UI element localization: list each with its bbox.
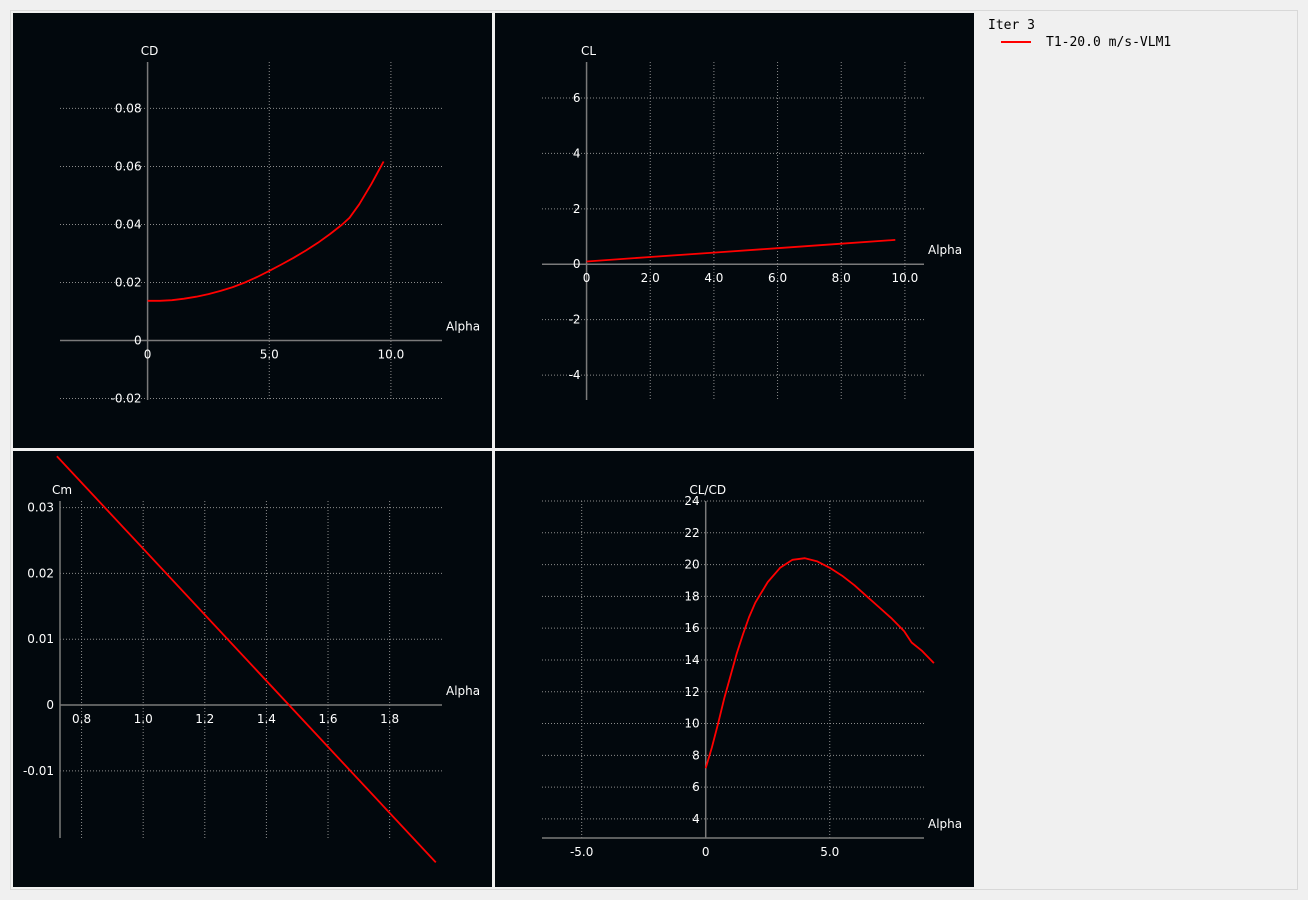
cd-xtick-label-2: 10.0 xyxy=(378,348,405,362)
cm-xtick-label-3: 1.4 xyxy=(257,712,276,726)
cl-ytick-label-5: 6 xyxy=(573,91,581,105)
clcd-ytick-label-1: 6 xyxy=(692,780,700,794)
cd-y-axis-label: CD xyxy=(141,44,159,58)
cd-plot-canvas[interactable]: 0 5.0 10.0 -0.02 0 0.02 0.04 0.06 0.08 CD Alpha xyxy=(13,13,492,448)
cm-grid xyxy=(60,501,442,838)
clcd-ytick-label-10: 24 xyxy=(684,494,699,508)
cm-xtick-label-4: 1.6 xyxy=(318,712,337,726)
clcd-xtick-label-1: 0 xyxy=(702,845,710,859)
clcd-ytick-label-7: 18 xyxy=(684,589,699,603)
cd-vs-alpha-plot[interactable]: 0 5.0 10.0 -0.02 0 0.02 0.04 0.06 0.08 CD Alpha xyxy=(13,13,492,448)
legend-entry[interactable]: T1-20.0 m/s-VLM1 xyxy=(988,34,1171,50)
cm-ytick-label-1: 0 xyxy=(46,698,54,712)
legend: Iter 3 T1-20.0 m/s-VLM1 xyxy=(988,18,1171,50)
clcd-x-axis-label: Alpha xyxy=(928,817,962,831)
cm-vs-alpha-plot[interactable]: 0.8 1.0 1.2 1.4 1.6 1.8 -0.01 0 0.01 0.02 0.03 Cm Al… xyxy=(13,451,492,887)
cd-grid xyxy=(60,62,442,400)
cl-xtick-label-2: 4.0 xyxy=(704,271,723,285)
clcd-ytick-label-4: 12 xyxy=(684,685,699,699)
cd-ytick-label-4: 0.06 xyxy=(115,159,142,173)
clcd-ytick-label-0: 4 xyxy=(692,812,700,826)
clcd-xtick-label-2: 5.0 xyxy=(820,845,839,859)
cd-xtick-label-0: 0 xyxy=(144,348,152,362)
clcd-ytick-label-6: 16 xyxy=(684,621,699,635)
cm-ytick-label-0: -0.01 xyxy=(23,764,54,778)
cd-ytick-label-2: 0.02 xyxy=(115,275,142,289)
cl-vs-alpha-plot[interactable]: 0 2.0 4.0 6.0 8.0 10.0 -4 -2 0 2 4 6 CL Alpha xyxy=(495,13,974,448)
cm-ytick-label-3: 0.02 xyxy=(27,566,54,580)
cm-xtick-label-0: 0.8 xyxy=(72,712,91,726)
cl-plot-canvas[interactable]: 0 2.0 4.0 6.0 8.0 10.0 -4 -2 0 2 4 6 CL Alpha xyxy=(495,13,974,448)
cl-xtick-label-5: 10.0 xyxy=(892,271,919,285)
cm-xtick-label-2: 1.2 xyxy=(195,712,214,726)
cm-x-axis-label: Alpha xyxy=(446,684,480,698)
cl-xtick-label-1: 2.0 xyxy=(641,271,660,285)
cd-xtick-label-1: 5.0 xyxy=(260,348,279,362)
cm-series-line-0[interactable] xyxy=(56,455,437,864)
cm-ytick-label-4: 0.03 xyxy=(27,501,54,515)
clcd-ytick-label-9: 22 xyxy=(684,526,699,540)
clcd-ytick-label-2: 8 xyxy=(692,748,700,762)
cl-series-line-0[interactable] xyxy=(586,239,896,263)
cm-xtick-label-1: 1.0 xyxy=(134,712,153,726)
clcd-y-axis-label: CL/CD xyxy=(689,483,726,497)
cd-ytick-label-1: 0 xyxy=(134,334,142,348)
cl-ytick-label-4: 4 xyxy=(573,146,581,160)
legend-entry-label: T1-20.0 m/s-VLM1 xyxy=(1046,34,1172,50)
cl-xtick-label-4: 8.0 xyxy=(832,271,851,285)
cd-ytick-label-5: 0.08 xyxy=(115,101,142,115)
cm-ytick-label-2: 0.01 xyxy=(27,632,54,646)
cl-grid xyxy=(542,62,924,400)
cl-x-axis-label: Alpha xyxy=(928,243,962,257)
cm-plot-canvas[interactable]: 0.8 1.0 1.2 1.4 1.6 1.8 -0.01 0 0.01 0.02 0.03 Cm Al… xyxy=(13,451,492,887)
cl-ytick-label-3: 2 xyxy=(573,202,581,216)
cd-x-axis-label: Alpha xyxy=(446,320,480,334)
cl-ytick-label-1: -2 xyxy=(569,313,581,327)
cl-y-axis-label: CL xyxy=(581,44,596,58)
cl-ytick-label-0: -4 xyxy=(569,368,581,382)
cm-xtick-label-5: 1.8 xyxy=(380,712,399,726)
clcd-xtick-label-0: -5.0 xyxy=(570,845,593,859)
cl-xtick-label-3: 6.0 xyxy=(768,271,787,285)
clcd-vs-alpha-plot[interactable]: -5.0 0 5.0 4 6 8 10 12 14 16 18 20 22 24 CL/CD Alpha xyxy=(495,451,974,887)
clcd-ytick-label-8: 20 xyxy=(684,558,699,572)
legend-title: Iter 3 xyxy=(988,18,1035,33)
cm-y-axis-label: Cm xyxy=(52,483,72,497)
clcd-series-line-0[interactable] xyxy=(704,557,935,769)
legend-line-swatch xyxy=(1001,41,1031,43)
cd-series-line-0[interactable] xyxy=(147,161,385,302)
clcd-ytick-label-5: 14 xyxy=(684,653,699,667)
cd-ytick-label-0: -0.02 xyxy=(111,392,142,406)
cd-ytick-label-3: 0.04 xyxy=(115,217,142,231)
cl-ytick-label-2: 0 xyxy=(573,257,581,271)
cl-xtick-label-0: 0 xyxy=(583,271,591,285)
clcd-grid xyxy=(542,500,924,838)
clcd-ytick-label-3: 10 xyxy=(684,717,699,731)
